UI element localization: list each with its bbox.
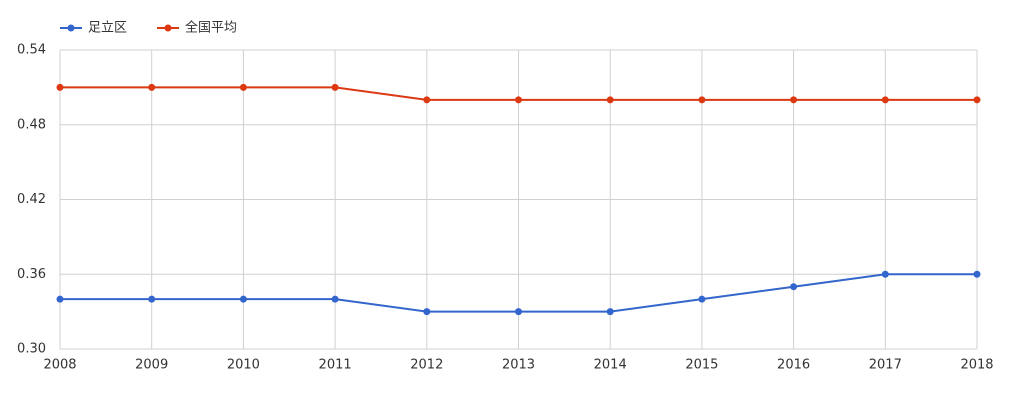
point (148, 83, 156, 91)
x-tick-label: 2018 (960, 358, 993, 373)
point (790, 96, 798, 104)
x-tick-label: 2017 (869, 358, 902, 373)
x-tick-label: 2014 (594, 358, 627, 373)
point (606, 308, 614, 316)
point (148, 295, 156, 303)
legend-marker (67, 24, 75, 32)
y-tick-label: 0.42 (17, 192, 46, 207)
point (239, 83, 247, 91)
point (331, 83, 339, 91)
point (973, 96, 981, 104)
x-tick-label: 2011 (319, 358, 352, 373)
point (423, 96, 431, 104)
legend-marker (164, 24, 172, 32)
point (698, 295, 706, 303)
point (331, 295, 339, 303)
point (881, 270, 889, 278)
x-tick-label: 2010 (227, 358, 260, 373)
point (515, 308, 522, 316)
point (239, 295, 247, 303)
point (606, 96, 614, 104)
point (881, 96, 889, 104)
point (790, 283, 798, 291)
legend-label: 足立区 (88, 21, 127, 36)
y-tick-label: 0.48 (17, 117, 46, 132)
y-tick-label: 0.36 (17, 267, 46, 282)
x-tick-label: 2012 (410, 358, 443, 373)
point (56, 295, 64, 303)
point (56, 83, 64, 91)
point (515, 96, 522, 104)
x-tick-label: 2008 (43, 358, 76, 373)
x-tick-label: 2016 (777, 358, 810, 373)
point (423, 308, 431, 316)
x-tick-label: 2013 (502, 358, 535, 373)
legend-label: 全国平均 (185, 20, 237, 36)
y-tick-label: 0.30 (17, 342, 46, 357)
point (698, 96, 706, 104)
y-tick-label: 0.54 (17, 43, 46, 58)
point (973, 270, 981, 278)
x-tick-label: 2009 (135, 358, 168, 373)
x-tick-label: 2015 (685, 358, 718, 373)
